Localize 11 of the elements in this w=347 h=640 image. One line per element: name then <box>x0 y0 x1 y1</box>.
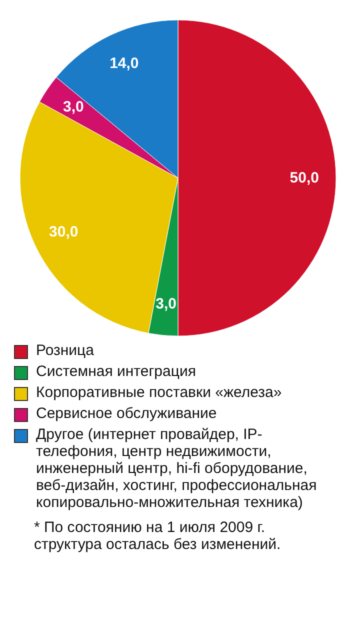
data-label: 50,0 <box>290 170 319 186</box>
legend-label: Системная интеграция <box>36 363 196 380</box>
data-label: 3,0 <box>63 98 84 116</box>
legend-label: Сервисное обслуживание <box>36 405 217 422</box>
data-label: 30,0 <box>49 223 78 240</box>
legend-label: Корпоративные поставки «железа» <box>36 384 282 401</box>
data-label: 3,0 <box>156 295 177 312</box>
legend-label: Розница <box>36 342 94 359</box>
text: * По состоянию на 1 июля 2009 г. структура осталась без изменений. <box>33 519 282 553</box>
legend-label: Другое (интернет провайдер, IP-телефония, центр недвижимости, инженерный центр, hi-fi оборудование, веб-дизайн, хостинг, профессиональная копировально-множительная техника) <box>36 426 318 511</box>
data-label: 14,0 <box>110 55 139 72</box>
